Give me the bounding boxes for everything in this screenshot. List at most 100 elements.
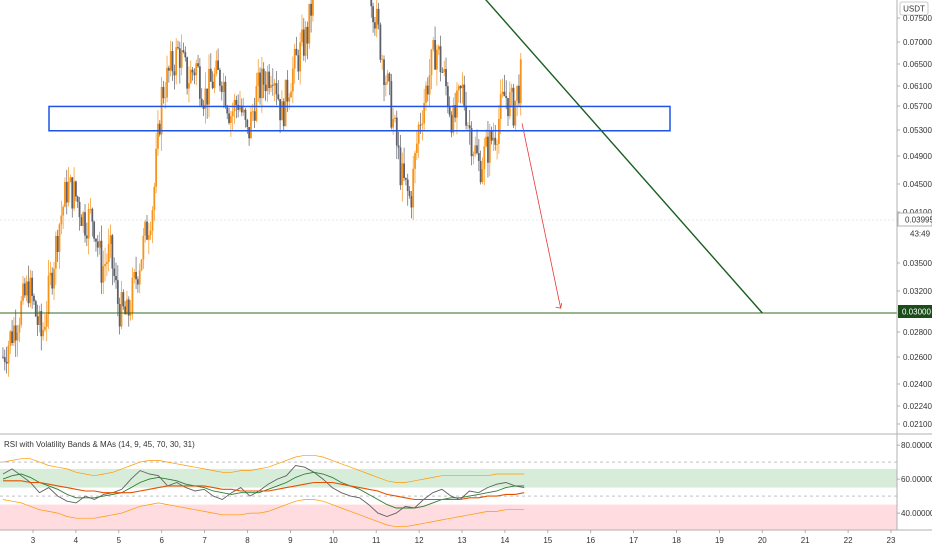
candle-down[interactable] [191,69,194,73]
candle-down[interactable] [246,119,249,128]
candle-down[interactable] [434,40,436,70]
candle-down[interactable] [397,145,400,148]
candle-up[interactable] [496,144,498,145]
candle-up[interactable] [98,240,101,248]
candle-up[interactable] [189,69,192,84]
candle-up[interactable] [229,116,232,123]
candle-down[interactable] [220,85,223,93]
candle-up[interactable] [421,123,424,125]
candle-down[interactable] [71,177,74,209]
candle-up[interactable] [120,292,123,327]
candle-up[interactable] [239,105,241,110]
candle-down[interactable] [253,111,256,121]
candle-up[interactable] [138,270,141,285]
candle-down[interactable] [34,301,37,317]
candle-down[interactable] [370,0,373,7]
candle-up[interactable] [215,60,218,74]
candle-up[interactable] [260,68,263,99]
candle-down[interactable] [124,306,127,315]
candle-down[interactable] [379,24,382,60]
candle-up[interactable] [255,85,258,121]
candle-down[interactable] [226,107,229,114]
candle-down[interactable] [177,47,179,49]
candle-down[interactable] [310,3,312,16]
candle-down[interactable] [136,279,139,285]
candle-down[interactable] [399,147,402,186]
candle-down[interactable] [377,8,380,25]
candle-up[interactable] [312,0,314,16]
candle-down[interactable] [518,85,520,104]
candle-down[interactable] [127,299,130,316]
candle-down[interactable] [459,86,462,89]
candle-down[interactable] [262,68,265,85]
candle-up[interactable] [69,177,72,182]
candle-up[interactable] [82,212,85,226]
candle-up[interactable] [64,181,66,207]
candle-up[interactable] [107,244,110,263]
candle-up[interactable] [299,42,302,72]
candle-up[interactable] [44,326,46,330]
candle-down[interactable] [408,191,411,197]
candle-up[interactable] [291,68,294,92]
candle-down[interactable] [259,72,261,99]
price-axis[interactable]: USDT 0.07500 0.07000 0.06500 0.06100 0.05700… [896,0,932,550]
candle-down[interactable] [200,98,203,106]
candle-down[interactable] [11,331,13,343]
candle-down[interactable] [33,295,35,302]
candle-down[interactable] [476,145,478,154]
candle-up[interactable] [47,275,50,315]
candle-up[interactable] [164,97,167,99]
candle-down[interactable] [295,48,298,56]
candle-down[interactable] [65,181,68,203]
candle-down[interactable] [224,81,227,108]
candle-down[interactable] [56,235,59,252]
candle-up[interactable] [18,324,21,333]
candle-down[interactable] [40,311,43,337]
candle-down[interactable] [487,136,489,163]
candle-up[interactable] [29,277,32,304]
candle-up[interactable] [472,153,475,157]
candle-down[interactable] [186,57,189,89]
candle-up[interactable] [188,83,190,89]
candle-up[interactable] [423,102,426,124]
candle-down[interactable] [446,86,449,107]
candle-down[interactable] [36,316,39,325]
candle-down[interactable] [209,68,212,82]
candle-down[interactable] [271,84,274,86]
candle-up[interactable] [140,259,143,271]
candle-down[interactable] [470,128,473,157]
candle-down[interactable] [91,208,94,222]
candle-up[interactable] [501,91,504,94]
candle-up[interactable] [16,332,19,341]
candle-down[interactable] [465,106,467,126]
candle-up[interactable] [129,312,132,316]
descending-trendline[interactable] [350,0,763,314]
candle-up[interactable] [104,264,106,267]
candle-up[interactable] [428,75,431,95]
candle-down[interactable] [122,292,125,307]
candle-down[interactable] [279,99,282,121]
candle-up[interactable] [474,145,477,154]
candle-up[interactable] [126,299,128,315]
candle-up[interactable] [157,123,159,149]
candle-up[interactable] [242,109,245,113]
candle-down[interactable] [206,88,209,105]
candle-down[interactable] [237,104,240,110]
candle-up[interactable] [131,277,134,313]
candle-up[interactable] [415,143,418,153]
candle-down[interactable] [264,84,267,92]
candle-up[interactable] [466,125,469,127]
candle-down[interactable] [450,114,453,133]
candle-up[interactable] [102,266,105,283]
candle-up[interactable] [109,235,112,245]
candle-down[interactable] [162,86,165,99]
candle-up[interactable] [394,117,396,120]
candle-down[interactable] [158,123,161,135]
candle-up[interactable] [270,84,272,88]
candle-down[interactable] [197,63,199,67]
candle-down[interactable] [115,275,117,281]
candle-down[interactable] [76,196,79,202]
candle-up[interactable] [488,130,491,163]
candle-down[interactable] [439,46,442,73]
candle-down[interactable] [268,71,271,88]
